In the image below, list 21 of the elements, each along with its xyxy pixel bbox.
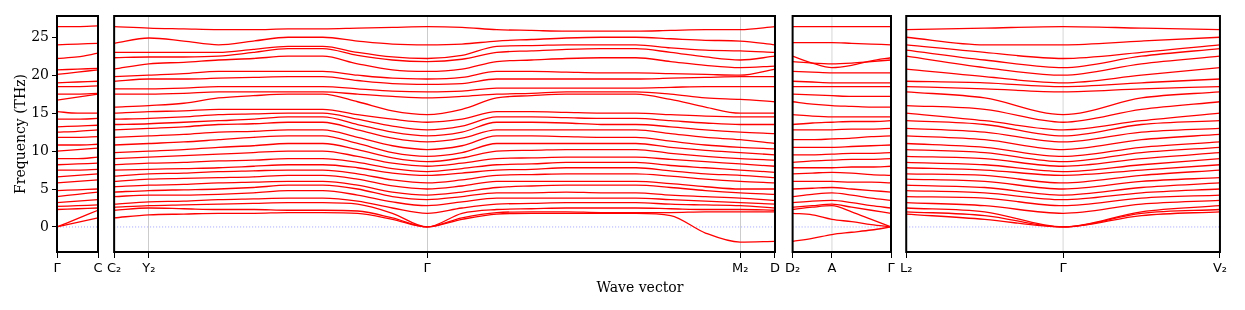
y-tick-label: 20 <box>31 65 49 82</box>
y-tick-label: 0 <box>40 217 49 234</box>
x-tick-label: Γ <box>53 260 62 276</box>
x-tick-label: L₂ <box>899 260 913 276</box>
x-tick-label: D <box>769 260 780 276</box>
x-tick-label: V₂ <box>1212 260 1227 276</box>
x-tick-label: Γ <box>887 260 896 276</box>
y-axis-title: Frequency (THz) <box>12 73 28 195</box>
x-tick-label: A <box>827 260 837 276</box>
x-tick-label: C₂ <box>107 260 122 276</box>
y-tick-label: 10 <box>31 141 49 158</box>
x-tick-label: M₂ <box>731 260 749 276</box>
x-tick-label: Γ <box>1059 260 1068 276</box>
x-tick-label: D₂ <box>784 260 801 276</box>
y-tick-label: 25 <box>31 27 49 44</box>
y-tick-label: 5 <box>40 179 49 196</box>
x-axis-title: Wave vector <box>596 279 684 295</box>
x-tick-label: Γ <box>423 260 432 276</box>
y-tick-label: 15 <box>31 103 49 120</box>
x-tick-label: Y₂ <box>141 260 156 276</box>
x-tick-label: C <box>93 260 103 276</box>
